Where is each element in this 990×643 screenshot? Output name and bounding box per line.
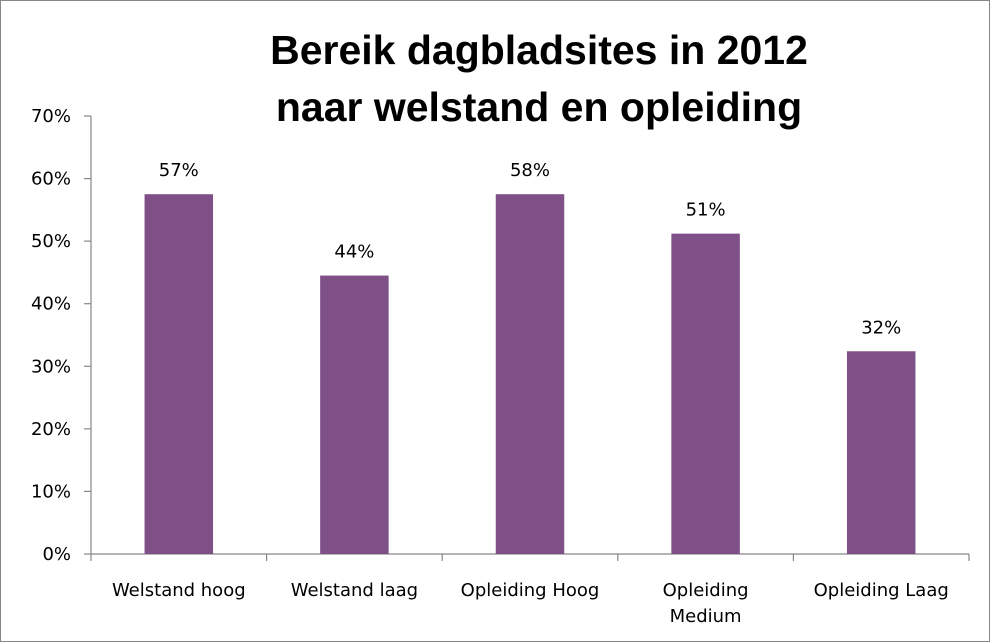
chart-title: Bereik dagbladsites in 2012 naar welstan… (270, 27, 808, 130)
category-labels: Welstand hoog Welstand laag Opleiding Hoog… (112, 580, 949, 627)
data-label: 58% (510, 160, 550, 181)
y-tick-label: 30% (31, 356, 71, 377)
category-label: Welstand hoog (112, 580, 246, 601)
y-tick-label: 20% (31, 419, 71, 440)
category-label: Welstand laag (291, 580, 418, 601)
y-tick-label: 40% (31, 294, 71, 315)
bar (495, 194, 565, 554)
bar-series (144, 194, 916, 555)
data-label: 51% (686, 200, 726, 221)
y-axis: 0% 10% 20% 30% 40% 50% 60% 70% (31, 106, 92, 565)
x-axis (90, 553, 970, 561)
bar (320, 275, 389, 554)
category-label: Opleiding (663, 580, 749, 601)
chart-title-line-1: Bereik dagbladsites in 2012 (270, 27, 808, 73)
category-label: Opleiding Laag (814, 580, 949, 601)
y-tick-label: 0% (42, 544, 71, 565)
data-labels: 57% 44% 58% 51% 32% (159, 160, 901, 338)
data-label: 32% (861, 317, 901, 338)
y-tick-label: 60% (31, 169, 71, 190)
data-label: 57% (159, 160, 199, 181)
bar (144, 194, 214, 554)
bar (671, 233, 740, 555)
y-tick-label: 50% (31, 231, 71, 252)
y-tick-label: 10% (31, 481, 71, 502)
category-label: Medium (670, 606, 742, 627)
category-label: Opleiding Hoog (461, 580, 600, 601)
y-tick-label: 70% (31, 106, 71, 127)
chart-title-line-2: naar welstand en opleiding (276, 84, 802, 130)
bar (846, 351, 916, 554)
data-label: 44% (334, 242, 374, 263)
